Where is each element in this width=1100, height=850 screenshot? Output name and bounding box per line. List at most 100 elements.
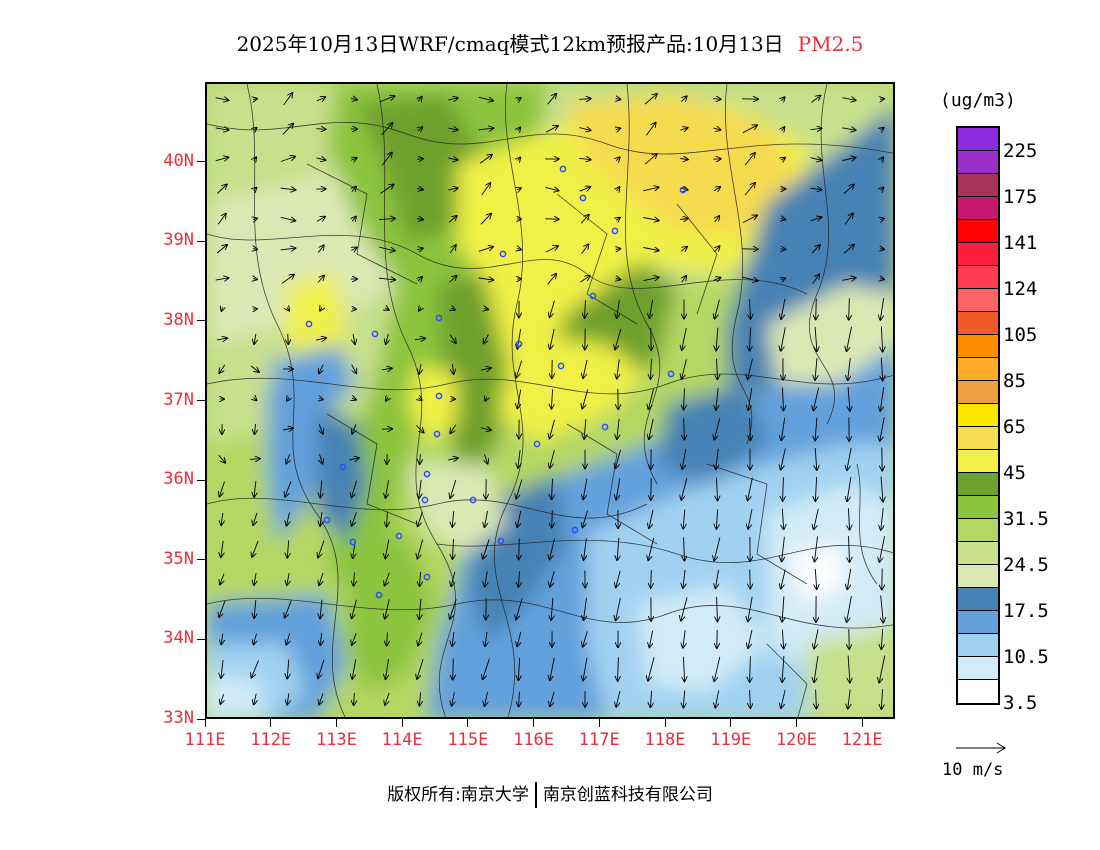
boundary-line	[207, 122, 893, 155]
wind-arrow	[318, 659, 325, 678]
legend-label: 10.5	[1003, 646, 1049, 668]
concentration-area	[317, 404, 367, 544]
city-marker-icon	[435, 314, 443, 322]
wind-arrow	[254, 600, 256, 618]
wind-arrow	[254, 157, 256, 160]
wind-arrow	[452, 511, 453, 527]
map-canvas	[207, 84, 893, 717]
lat-label: 34N	[163, 628, 194, 649]
wind-arrow	[215, 278, 229, 280]
legend-swatch	[958, 450, 998, 473]
city-marker-icon	[469, 496, 477, 504]
wind-arrow	[847, 476, 852, 501]
wind-arrow	[252, 540, 259, 557]
wind-arrow	[250, 365, 259, 372]
wind-arrow	[414, 338, 425, 339]
wind-arrow	[849, 298, 850, 319]
wind-arrow	[649, 418, 654, 439]
wind-arrow	[551, 597, 553, 620]
wind-arrow	[579, 187, 591, 192]
wind-arrow	[848, 357, 851, 380]
lon-tick	[730, 719, 732, 727]
wind-arrow	[220, 481, 225, 497]
wind-arrow	[847, 595, 852, 622]
wind-arrow	[352, 659, 357, 679]
lon-label: 118E	[644, 730, 686, 750]
wind-arrow	[848, 689, 850, 708]
wind-arrow	[781, 298, 786, 319]
wind-arrow	[880, 298, 885, 320]
legend-label: 17.5	[1003, 600, 1049, 622]
wind-arrow	[680, 128, 687, 130]
city-marker-icon	[533, 440, 541, 448]
wind-arrow	[452, 692, 455, 705]
wind-arrow	[451, 571, 455, 586]
wind-arrow	[417, 219, 423, 220]
city-marker-icon	[601, 423, 609, 431]
wind-arrow	[813, 387, 820, 411]
wind-arrow	[453, 658, 454, 679]
wind-arrow	[484, 454, 487, 463]
wind-arrow	[581, 244, 589, 254]
legend-swatch	[958, 358, 998, 381]
wind-arrow	[682, 328, 687, 350]
wind-arrow	[449, 334, 456, 343]
wind-arrow	[285, 600, 292, 618]
wind-arrow	[316, 97, 325, 101]
wind-arrow	[283, 93, 293, 106]
wind-arrow	[517, 98, 520, 100]
legend-swatch	[958, 151, 998, 174]
wind-arrow	[382, 368, 392, 370]
wind-arrow	[385, 599, 390, 618]
legend-swatch	[958, 427, 998, 450]
wind-arrow	[713, 278, 721, 281]
wind-arrow	[646, 123, 655, 136]
wind-arrow	[844, 214, 853, 225]
wind-arrow	[352, 364, 357, 374]
wind-arrow	[550, 328, 555, 349]
wind-arrow	[811, 245, 820, 254]
wind-arrow	[478, 128, 494, 130]
wind-arrow	[221, 540, 223, 557]
lat-label: 35N	[163, 548, 194, 569]
wind-arrow	[545, 187, 559, 190]
wind-arrow	[748, 358, 753, 379]
wind-arrow	[782, 655, 784, 682]
legend-swatch	[958, 312, 998, 335]
wind-arrow	[449, 276, 456, 283]
wind-arrow	[649, 299, 652, 318]
wind-arrow	[484, 309, 488, 310]
wind-arrow	[352, 424, 356, 433]
wind-arrow	[483, 658, 490, 680]
wind-arrow	[516, 360, 523, 378]
wind-arrow	[253, 279, 257, 280]
wind-arrow	[579, 128, 590, 131]
wind-arrow	[782, 629, 783, 649]
wind-arrow	[485, 692, 488, 706]
wind-arrow	[517, 249, 521, 250]
wind-arrow	[418, 97, 421, 102]
wind-arrow	[881, 157, 883, 160]
wind-arrow	[881, 326, 882, 351]
wind-arrow	[316, 158, 326, 160]
wind-arrow	[616, 570, 621, 588]
wind-arrow	[742, 276, 757, 281]
wind-arrow	[320, 454, 323, 463]
wind-arrow	[449, 245, 456, 254]
city-marker-icon	[611, 227, 619, 235]
wind-arrow	[649, 388, 654, 409]
legend-swatch	[958, 496, 998, 519]
wind-arrow	[714, 656, 721, 681]
wind-arrow	[781, 448, 786, 470]
wind-arrow	[782, 127, 785, 131]
lat-tick	[197, 400, 205, 401]
wind-arrow	[651, 570, 652, 588]
wind-arrow	[881, 357, 882, 381]
wind-arrow	[881, 188, 884, 191]
wind-arrow	[216, 338, 227, 340]
wind-arrow	[516, 598, 523, 620]
wind-arrow	[684, 388, 685, 409]
wind-arrow	[318, 540, 325, 558]
wind-arrow	[215, 128, 229, 130]
wind-arrow	[750, 299, 751, 319]
